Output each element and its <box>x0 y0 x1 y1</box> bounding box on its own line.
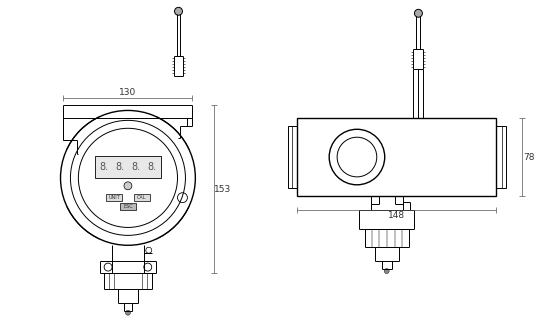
Circle shape <box>384 269 389 273</box>
Text: 8.: 8. <box>99 162 108 172</box>
Circle shape <box>175 7 183 15</box>
Text: 8.: 8. <box>132 162 141 172</box>
Text: 130: 130 <box>119 88 136 97</box>
Circle shape <box>126 310 130 315</box>
Bar <box>496 126 506 188</box>
Text: UNIT: UNIT <box>108 195 120 200</box>
Bar <box>106 194 122 201</box>
Circle shape <box>415 9 423 17</box>
Text: ESC: ESC <box>123 203 133 209</box>
Circle shape <box>124 182 132 190</box>
Bar <box>134 194 150 201</box>
Bar <box>297 118 496 196</box>
Bar <box>287 126 297 188</box>
Bar <box>95 156 161 178</box>
Text: 8.: 8. <box>115 162 125 172</box>
Text: CAL: CAL <box>137 195 147 200</box>
Text: 8.: 8. <box>147 162 156 172</box>
Text: 153: 153 <box>214 185 231 194</box>
Bar <box>120 202 136 210</box>
Text: 78: 78 <box>524 153 535 162</box>
Text: 148: 148 <box>388 211 405 220</box>
